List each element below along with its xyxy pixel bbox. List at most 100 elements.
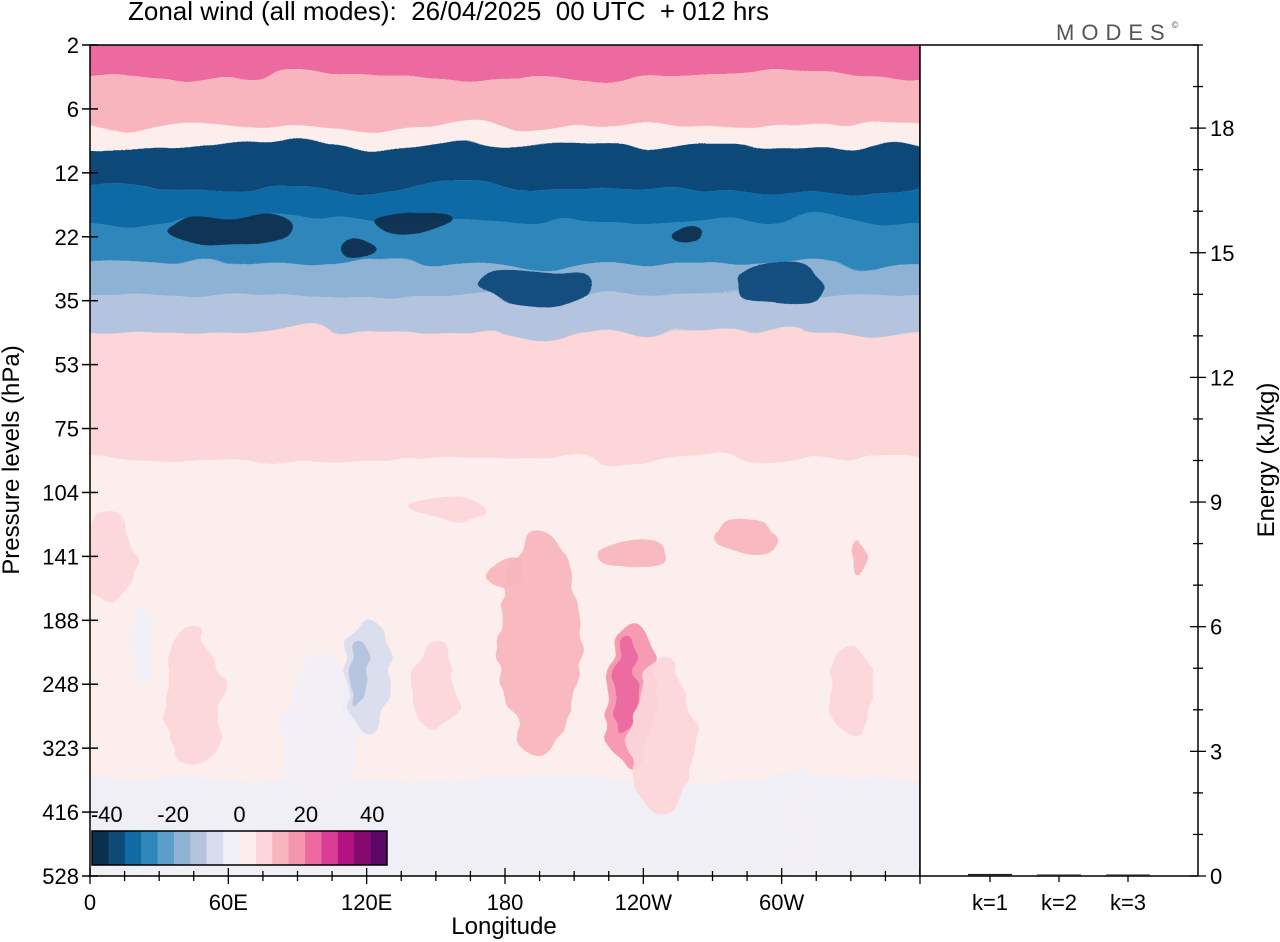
y-axis-label: Pressure levels (hPa): [0, 345, 25, 574]
x-tick-label: 120E: [341, 890, 392, 915]
energy-axis-label: Energy (kJ/kg): [1253, 383, 1280, 538]
heatmap-bands: [90, 45, 920, 876]
colorbar-tick-label: 40: [360, 802, 384, 827]
heatmap-patch: [350, 639, 369, 700]
heatmap-patch: [128, 602, 153, 683]
energy-category-label: k=3: [1110, 890, 1146, 915]
heatmap-patch: [372, 207, 453, 234]
heatmap-patch: [165, 628, 222, 769]
colorbar-swatch: [124, 831, 142, 865]
heatmap-patch: [717, 524, 778, 553]
energy-axis: 0 3 6 9 12 15 18: [1190, 44, 1234, 889]
heatmap-patch: [854, 536, 867, 577]
colorbar-swatch: [337, 831, 355, 865]
heatmap-patch: [90, 516, 137, 597]
y-tick-label: 22: [55, 225, 79, 250]
heatmap-patch: [285, 651, 356, 812]
y-tick-label: 188: [42, 608, 79, 633]
y-tick-label: 2: [67, 33, 79, 58]
energy-category-label: k=1: [972, 890, 1008, 915]
energy-tick-label: 6: [1210, 615, 1222, 640]
heatmap-band: [90, 145, 920, 190]
x-tick-label: 180: [487, 890, 524, 915]
logo-mark: ©: [1171, 19, 1179, 30]
x-tick-label: 120W: [615, 890, 673, 915]
logo-text: MODES: [1056, 20, 1172, 45]
heatmap-patch: [337, 241, 374, 262]
colorbar-swatch: [288, 831, 306, 865]
heatmap-patch: [631, 658, 692, 819]
heatmap-patch: [499, 532, 580, 753]
y-tick-label: 141: [42, 544, 79, 569]
x-tick-label: 60W: [759, 890, 804, 915]
colorbar-swatch: [108, 831, 126, 865]
colorbar-tick-label: -20: [157, 802, 189, 827]
colorbar-swatch: [206, 831, 224, 865]
chart-title: Zonal wind (all modes): 26/04/2025 00 UT…: [128, 0, 769, 26]
energy-tick-label: 0: [1210, 864, 1222, 889]
colorbar-swatch: [173, 831, 191, 865]
heatmap-band: [90, 45, 920, 76]
colorbar-swatch: [239, 831, 257, 865]
energy-tick-label: 12: [1210, 365, 1234, 390]
modes-logo: MODES©: [1056, 20, 1178, 46]
heatmap-band: [90, 460, 920, 525]
energy-bar: [1106, 874, 1150, 876]
x-axis-label: Longitude: [451, 913, 556, 940]
colorbar-swatch: [157, 831, 175, 865]
heatmap-features: [90, 207, 873, 876]
y-tick-label: 323: [42, 736, 79, 761]
colorbar-tick-label: -40: [91, 802, 123, 827]
y-tick-label: 416: [42, 800, 79, 825]
y-tick-label: 6: [67, 97, 79, 122]
colorbar-tick-label: 0: [233, 802, 245, 827]
heatmap-band: [90, 295, 920, 335]
heatmap-patch: [168, 217, 289, 246]
y-tick-label: 528: [42, 864, 79, 889]
heatmap-band: [90, 189, 920, 222]
y-tick-label: 35: [55, 289, 79, 314]
y-tick-label: 12: [55, 161, 79, 186]
heatmap-patch: [670, 225, 699, 246]
colorbar-swatch: [190, 831, 208, 865]
colorbar-swatch: [354, 831, 371, 865]
heatmap-patch: [411, 643, 460, 734]
x-tick-label: 0: [84, 890, 96, 915]
energy-tick-label: 9: [1210, 490, 1222, 515]
heatmap-patch: [736, 262, 827, 307]
heatmap-band: [90, 332, 920, 397]
y-tick-label: 104: [42, 480, 79, 505]
energy-tick-label: 3: [1210, 739, 1222, 764]
longitude-axis: 0 60E 120E 180 120W 60W: [84, 868, 921, 915]
energy-tick-label: 15: [1210, 241, 1234, 266]
heatmap-patch: [407, 499, 488, 520]
colorbar-swatch: [223, 831, 240, 865]
heatmap-patch: [613, 643, 636, 734]
heatmap-patch: [484, 264, 595, 305]
heatmap-patch: [596, 541, 667, 572]
y-tick-label: 53: [55, 353, 79, 378]
colorbar-swatch: [272, 831, 289, 865]
energy-panel-frame: [919, 44, 1199, 877]
colorbar-swatch: [370, 831, 388, 865]
colorbar-swatch: [305, 831, 322, 865]
colorbar-swatch: [255, 831, 273, 865]
pressure-axis: 2 6 12 22 35 53 75 104 141 188 248 323 416 528: [42, 33, 98, 889]
heatmap-patch: [487, 560, 523, 589]
heatmap-patch: [789, 771, 820, 876]
colorbar-swatch: [321, 831, 339, 865]
colorbar-tick-label: 20: [294, 802, 318, 827]
y-tick-label: 248: [42, 672, 79, 697]
heatmap-band: [90, 716, 920, 781]
energy-category-label: k=2: [1041, 890, 1077, 915]
heatmap-patches: [90, 207, 873, 876]
colorbar-swatch: [92, 831, 109, 865]
y-tick-label: 75: [55, 417, 79, 442]
colorbar: -40 -20 0 20 40: [91, 802, 388, 866]
x-tick-label: 60E: [209, 890, 248, 915]
heatmap-band: [90, 75, 920, 127]
heatmap-patch: [828, 643, 873, 734]
energy-tick-label: 18: [1210, 116, 1234, 141]
energy-bar: [968, 873, 1012, 876]
